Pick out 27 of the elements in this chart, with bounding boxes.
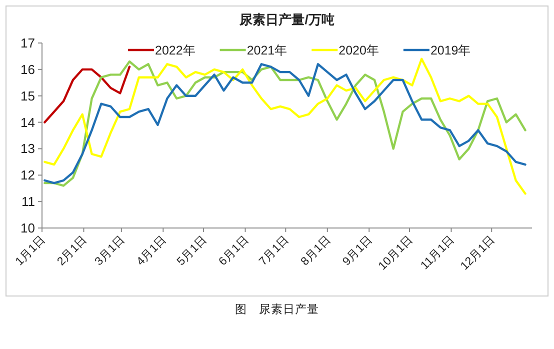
y-tick-label: 11 xyxy=(22,194,35,210)
x-tick-label: 8月1日 xyxy=(298,232,334,268)
text: 图 尿素日产量 xyxy=(235,302,319,316)
line-series xyxy=(44,66,131,124)
y-tick-label: 15 xyxy=(20,88,35,104)
x-tick-label: 3月1日 xyxy=(92,232,128,268)
x-tick-label: 7月1日 xyxy=(256,232,292,268)
chart-title: 尿素日产量/万吨 xyxy=(238,12,334,27)
legend-label: 2020年 xyxy=(338,44,380,58)
y-tick-label: 13 xyxy=(20,141,35,156)
x-tick-label: 10月1日 xyxy=(376,232,416,273)
x-tick-label: 4月1日 xyxy=(134,232,170,268)
x-tick-label: 5月1日 xyxy=(174,232,210,268)
x-tick-label: 6月1日 xyxy=(216,232,252,268)
legend-label: 2021年 xyxy=(246,44,288,58)
y-tick-label: 14 xyxy=(20,114,35,130)
x-tick-label: 12月1日 xyxy=(458,232,498,273)
x-tick-label: 1月1日 xyxy=(12,232,48,268)
x-tick-label: 2月1日 xyxy=(54,232,90,268)
y-tick-label: 16 xyxy=(20,62,35,77)
legend-label: 2019年 xyxy=(430,44,472,58)
legend-label: 2022年 xyxy=(155,44,196,58)
x-tick-label: 11月1日 xyxy=(418,232,458,272)
y-tick-label: 10 xyxy=(20,220,35,236)
x-tick-label: 9月1日 xyxy=(340,232,376,268)
y-tick-label: 17 xyxy=(20,36,35,50)
y-tick-label: 12 xyxy=(20,168,35,183)
